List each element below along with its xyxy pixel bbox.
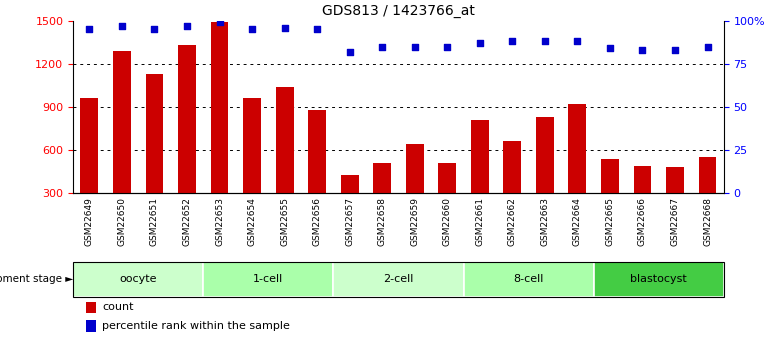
Bar <box>73 262 203 297</box>
Text: GSM22662: GSM22662 <box>508 197 517 246</box>
Text: GSM22652: GSM22652 <box>182 197 192 246</box>
Point <box>571 39 584 44</box>
Text: blastocyst: blastocyst <box>631 275 687 284</box>
Bar <box>594 262 724 297</box>
Bar <box>203 262 333 297</box>
Bar <box>373 163 391 236</box>
Point <box>506 39 518 44</box>
Bar <box>471 120 489 236</box>
Point <box>213 20 226 25</box>
Bar <box>211 22 229 236</box>
Point <box>636 47 648 53</box>
Text: GSM22657: GSM22657 <box>345 197 354 246</box>
Point <box>149 27 161 32</box>
Text: oocyte: oocyte <box>119 275 157 284</box>
Bar <box>341 175 359 236</box>
Text: GSM22654: GSM22654 <box>248 197 256 246</box>
Point <box>604 46 616 51</box>
Point <box>343 49 356 55</box>
Point <box>376 44 388 49</box>
Point <box>279 25 291 30</box>
Text: count: count <box>102 302 134 312</box>
Text: GSM22651: GSM22651 <box>150 197 159 246</box>
Point <box>246 27 258 32</box>
Bar <box>113 51 131 236</box>
Point <box>116 23 128 29</box>
Text: percentile rank within the sample: percentile rank within the sample <box>102 321 290 331</box>
Bar <box>464 262 594 297</box>
Point <box>83 27 95 32</box>
Bar <box>601 159 619 236</box>
Text: GSM22653: GSM22653 <box>215 197 224 246</box>
Point <box>474 40 486 46</box>
Text: GSM22664: GSM22664 <box>573 197 582 246</box>
Bar <box>568 104 586 236</box>
Text: GSM22656: GSM22656 <box>313 197 322 246</box>
Bar <box>243 98 261 236</box>
Point <box>539 39 551 44</box>
Point <box>409 44 421 49</box>
Text: GSM22661: GSM22661 <box>475 197 484 246</box>
Text: GSM22665: GSM22665 <box>605 197 614 246</box>
Bar <box>86 320 96 332</box>
Text: GSM22667: GSM22667 <box>671 197 679 246</box>
Text: GSM22668: GSM22668 <box>703 197 712 246</box>
Text: 8-cell: 8-cell <box>514 275 544 284</box>
Title: GDS813 / 1423766_at: GDS813 / 1423766_at <box>322 4 475 18</box>
Text: GSM22655: GSM22655 <box>280 197 289 246</box>
Bar <box>666 167 684 236</box>
Bar <box>536 117 554 236</box>
Point <box>669 47 681 53</box>
Bar <box>276 87 293 236</box>
Bar <box>146 74 163 236</box>
Bar <box>86 302 96 313</box>
Text: GSM22666: GSM22666 <box>638 197 647 246</box>
Text: 2-cell: 2-cell <box>383 275 413 284</box>
Text: GSM22650: GSM22650 <box>118 197 126 246</box>
Bar <box>504 141 521 236</box>
Bar <box>406 144 424 236</box>
Text: GSM22663: GSM22663 <box>541 197 549 246</box>
Text: development stage ►: development stage ► <box>0 275 73 284</box>
Point <box>311 27 323 32</box>
Point <box>181 23 193 29</box>
Bar <box>333 262 464 297</box>
Bar <box>308 110 326 236</box>
Point <box>441 44 454 49</box>
Bar <box>438 163 456 236</box>
Text: GSM22659: GSM22659 <box>410 197 419 246</box>
Text: GSM22649: GSM22649 <box>85 197 94 246</box>
Bar <box>698 157 716 236</box>
Bar <box>634 166 651 236</box>
Point <box>701 44 714 49</box>
Text: GSM22660: GSM22660 <box>443 197 452 246</box>
Bar <box>81 98 99 236</box>
Text: GSM22658: GSM22658 <box>378 197 387 246</box>
Bar <box>178 45 196 236</box>
Text: 1-cell: 1-cell <box>253 275 283 284</box>
